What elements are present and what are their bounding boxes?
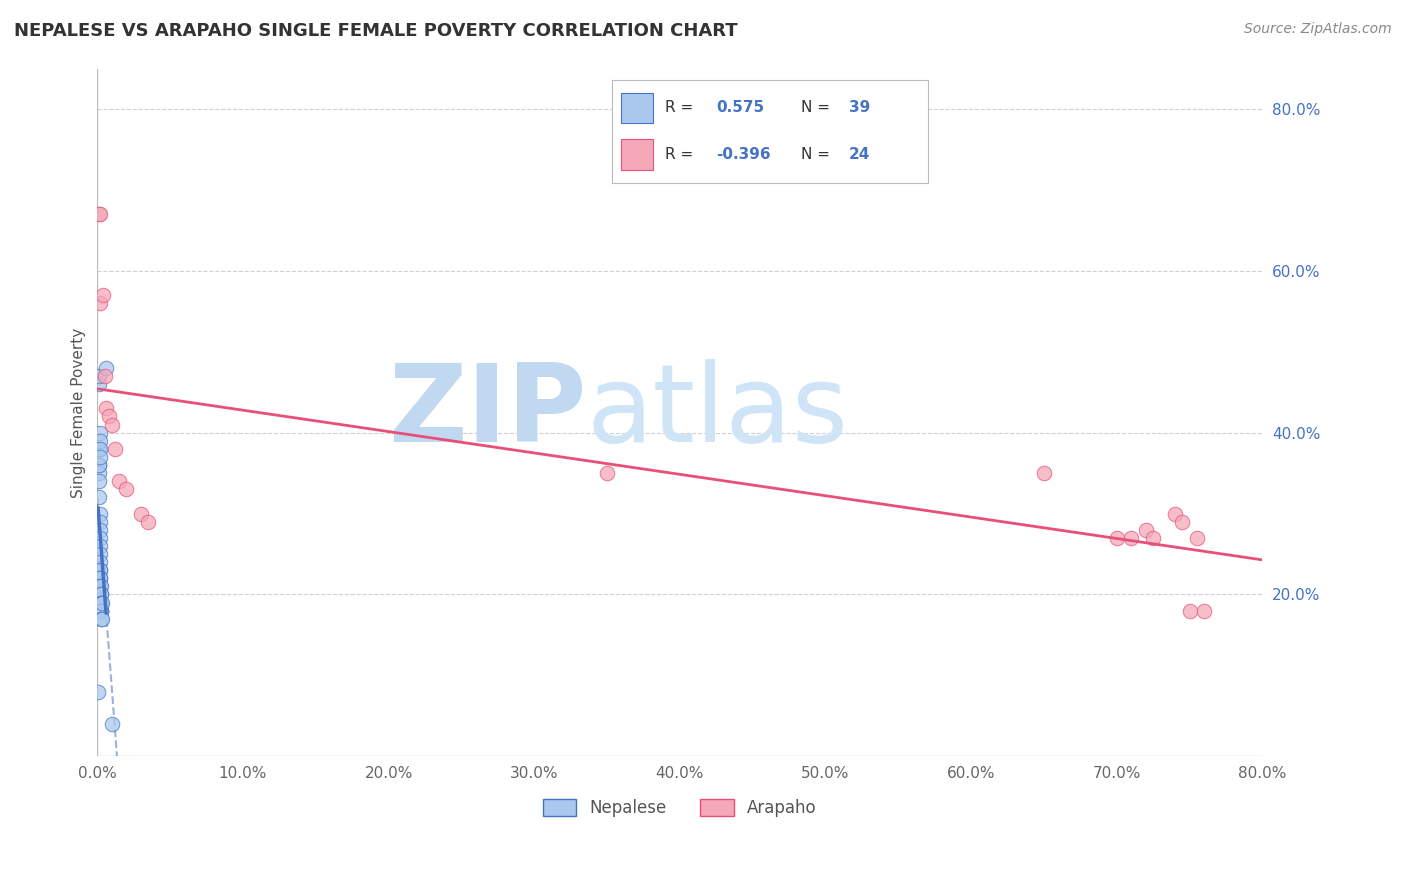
Point [1178,604,1201,618]
Bar [621,93,652,123]
Text: 24: 24 [849,146,870,161]
Point [89,491,111,505]
Point [89,207,111,221]
Point [1033,466,1056,480]
Point [1121,531,1143,545]
Point [1142,531,1164,545]
Point [104,442,127,456]
Point [93,369,115,384]
Point [90,579,112,593]
Point [87,466,110,480]
Point [89,507,111,521]
Point [89,434,111,448]
Point [94,401,117,416]
Point [89,425,111,440]
Point [1192,604,1215,618]
Point [101,717,124,731]
Point [90,604,112,618]
Point [89,563,111,577]
Point [89,539,111,553]
Point [1135,523,1157,537]
Point [87,377,110,392]
Point [596,466,619,480]
Point [89,450,111,464]
Bar [621,139,652,169]
Point [89,296,111,310]
Point [90,587,112,601]
Point [89,571,111,585]
Point [98,409,121,424]
Text: 39: 39 [849,101,870,115]
Point [91,288,114,302]
Text: ZIP: ZIP [388,359,586,466]
Point [1164,507,1187,521]
Point [136,515,159,529]
Point [89,531,111,545]
Point [90,604,112,618]
Point [87,369,110,384]
Point [87,474,110,488]
Point [108,474,131,488]
Text: NEPALESE VS ARAPAHO SINGLE FEMALE POVERTY CORRELATION CHART: NEPALESE VS ARAPAHO SINGLE FEMALE POVERT… [14,22,738,40]
Point [115,482,138,496]
Text: R =: R = [665,101,699,115]
Text: N =: N = [801,101,835,115]
Point [91,595,114,609]
Point [90,612,112,626]
Point [89,442,111,456]
Point [1185,531,1208,545]
Point [89,458,111,472]
Point [89,571,111,585]
Point [94,360,117,375]
Point [89,442,111,456]
Point [90,604,112,618]
Text: R =: R = [665,146,699,161]
Point [90,612,112,626]
Point [89,555,111,569]
Point [89,547,111,561]
Point [90,595,112,609]
Point [129,507,152,521]
Point [87,458,110,472]
Legend: Nepalese, Arapaho: Nepalese, Arapaho [537,792,824,823]
Text: atlas: atlas [586,359,849,466]
Point [90,595,112,609]
Point [1171,515,1194,529]
Text: -0.396: -0.396 [716,146,770,161]
Point [87,207,110,221]
Point [87,684,110,698]
Text: Source: ZipAtlas.com: Source: ZipAtlas.com [1244,22,1392,37]
Text: N =: N = [801,146,835,161]
Point [89,523,111,537]
Point [89,515,111,529]
Y-axis label: Single Female Poverty: Single Female Poverty [72,327,86,498]
Point [90,587,112,601]
Point [89,563,111,577]
Point [89,579,111,593]
Text: 0.575: 0.575 [716,101,763,115]
Point [101,417,124,432]
Point [1105,531,1128,545]
Point [90,604,112,618]
